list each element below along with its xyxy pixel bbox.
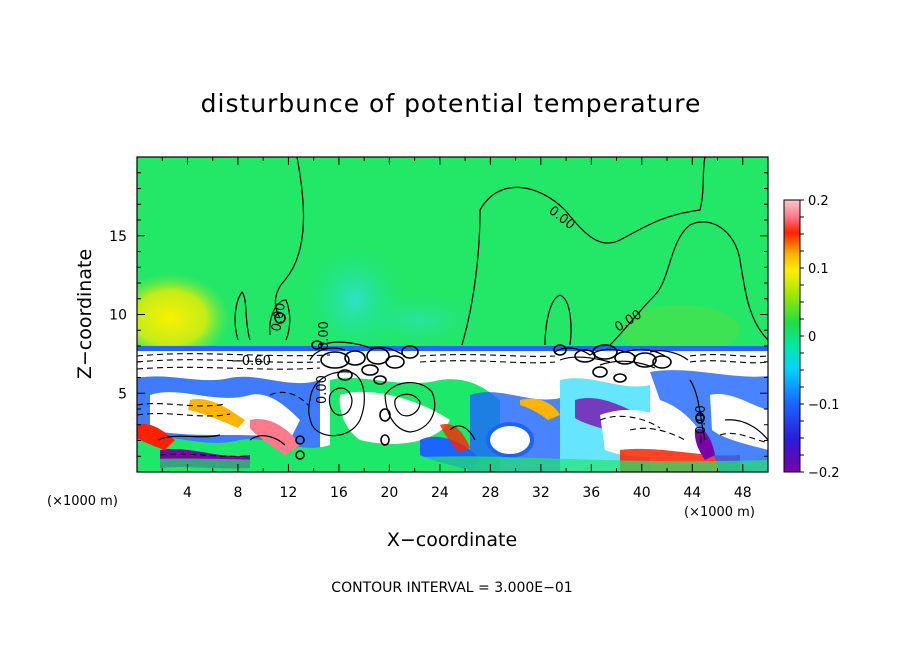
x-tick-label: 36 xyxy=(582,485,600,501)
x-tick-label: 24 xyxy=(431,485,449,501)
x-tick-label: 4 xyxy=(183,485,192,501)
contour-label: 0.00 xyxy=(317,321,332,350)
x-tick-label: 16 xyxy=(330,485,348,501)
colorbar-tick-label: 0 xyxy=(808,330,816,345)
colorbar: 0.2 0.1 0 −0.1 −0.2 xyxy=(783,194,840,481)
x-tick-label: 32 xyxy=(532,485,550,501)
x-unit-label-right: (×1000 m) xyxy=(684,505,755,520)
contour-label: −0.60 xyxy=(231,354,271,369)
x-tick-label: 40 xyxy=(633,485,651,501)
colorbar-tick-label: −0.1 xyxy=(808,398,840,413)
y-axis-title: Z−coordinate xyxy=(74,249,96,379)
contour-label: 0.00 xyxy=(315,375,330,404)
x-tick-label: 44 xyxy=(683,485,701,501)
x-tick-label: 28 xyxy=(481,485,499,501)
x-axis-title: X−coordinate xyxy=(387,529,517,551)
colorbar-tick-label: 0.2 xyxy=(808,194,829,209)
chart-title: disturbunce of potential temperature xyxy=(201,89,702,118)
y-tick-label: 5 xyxy=(118,386,127,402)
x-tick-label: 8 xyxy=(233,485,242,501)
colorbar-ticks: 0.2 0.1 0 −0.1 −0.2 xyxy=(800,194,840,481)
plot-area: 0.00 0.00 0.00 −0.60 0.00 0.00 −0.00 xyxy=(137,157,768,472)
x-tick-label: 48 xyxy=(734,485,752,501)
x-axis: 4 8 12 16 20 24 28 32 36 40 44 48 xyxy=(161,157,752,501)
colorbar-tick-label: −0.2 xyxy=(808,466,840,481)
contour-label: −0.00 xyxy=(694,405,709,445)
y-tick-label: 10 xyxy=(109,308,127,324)
x-tick-label: 20 xyxy=(380,485,398,501)
y-axis: 5 10 15 xyxy=(109,172,768,457)
contour-labels: 0.00 0.00 0.00 −0.60 0.00 0.00 −0.00 xyxy=(231,203,709,445)
contour-label: 0.00 xyxy=(269,302,289,333)
x-unit-label-left: (×1000 m) xyxy=(47,494,118,509)
contour-interval-note: CONTOUR INTERVAL = 3.000E−01 xyxy=(331,580,572,596)
y-tick-label: 15 xyxy=(109,229,127,245)
colorbar-scale xyxy=(783,199,801,473)
x-tick-label: 12 xyxy=(280,485,298,501)
colorbar-tick-label: 0.1 xyxy=(808,262,829,277)
